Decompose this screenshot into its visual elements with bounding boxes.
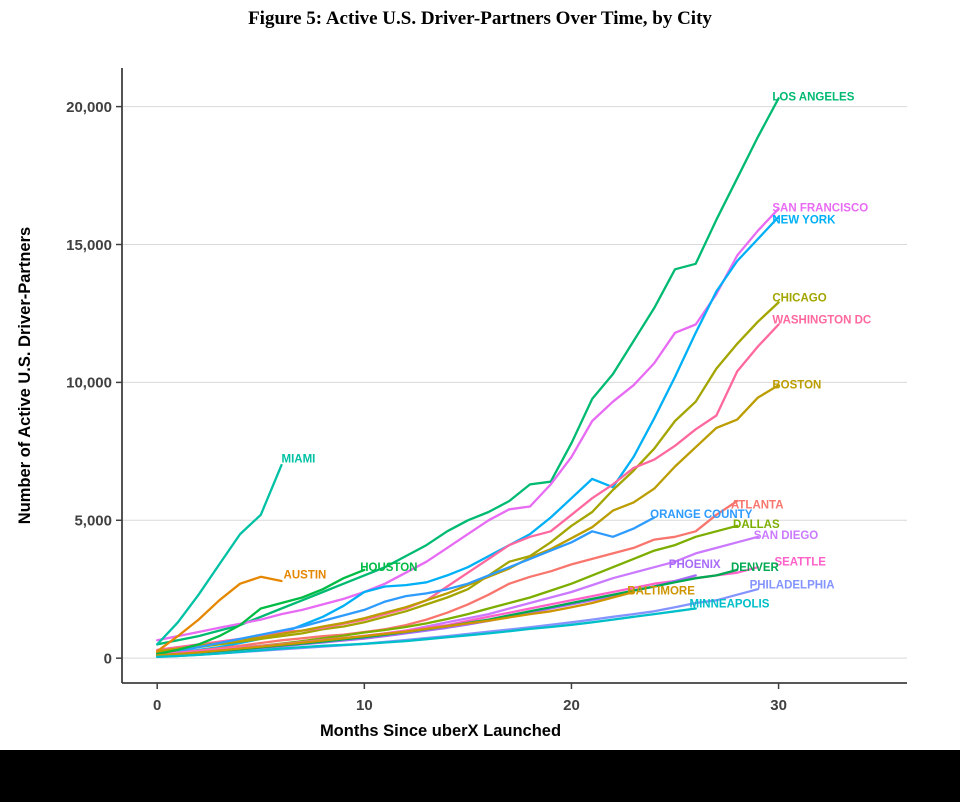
series-label-chicago: CHICAGO <box>772 292 826 304</box>
y-tick-label: 10,000 <box>66 375 112 392</box>
series-line-houston <box>156 568 366 656</box>
series-label-houston: HOUSTON <box>360 562 417 574</box>
series-label-austin: AUSTIN <box>284 569 327 581</box>
y-axis-title: Number of Active U.S. Driver-Partners <box>16 227 34 524</box>
series-label-los-angeles: LOS ANGELES <box>772 92 854 104</box>
x-tick-label: 30 <box>770 697 787 714</box>
series-label-miami: MIAMI <box>281 453 315 465</box>
series-line-san-francisco <box>156 207 780 642</box>
series-line-chicago <box>156 301 780 654</box>
y-tick-label: 15,000 <box>66 237 112 254</box>
y-tick-label: 0 <box>104 650 112 667</box>
x-axis-title: Months Since uberX Launched <box>320 722 561 740</box>
x-tick-label: 20 <box>563 697 580 714</box>
series-label-dallas: DALLAS <box>733 519 780 531</box>
series-label-phoenix: PHOENIX <box>669 559 721 571</box>
series-label-new-york: NEW YORK <box>772 215 836 227</box>
series-line-washington-dc <box>156 323 780 652</box>
y-tick-label: 5,000 <box>74 513 112 530</box>
series-label-philadelphia: PHILADELPHIA <box>750 579 835 591</box>
series-line-los-angeles <box>156 97 780 646</box>
series-label-baltimore: BALTIMORE <box>627 585 695 597</box>
chart-canvas: 0 5,000 10,000 15,000 20,000 0 10 20 30 LOS ANGEL… <box>16 68 907 740</box>
series-line-miami <box>156 463 283 646</box>
series-line-baltimore <box>156 590 635 657</box>
figure-title: Figure 5: Active U.S. Driver-Partners Ov… <box>248 8 712 29</box>
x-tick-label: 10 <box>356 697 373 714</box>
series-label-seattle: SEATTLE <box>774 556 826 568</box>
x-tick-label: 0 <box>153 697 161 714</box>
series-label-san-diego: SAN DIEGO <box>754 530 819 542</box>
series-label-minneapolis: MINNEAPOLIS <box>690 598 770 610</box>
bottom-black-bar <box>0 750 960 802</box>
series-line-minneapolis <box>156 607 697 658</box>
series-label-san-francisco: SAN FRANCISCO <box>772 203 868 215</box>
series-label-orange-county: ORANGE COUNTY <box>650 509 753 521</box>
series-label-boston: BOSTON <box>772 379 821 391</box>
series-line-atlanta <box>156 499 739 656</box>
series-label-atlanta: ATLANTA <box>731 499 784 511</box>
series-line-orange-county <box>156 516 656 656</box>
series-line-boston <box>156 384 780 653</box>
series-label-washington-dc: WASHINGTON DC <box>772 315 871 327</box>
series-label-denver: DENVER <box>731 562 780 574</box>
y-tick-label: 20,000 <box>66 99 112 116</box>
series-line-austin <box>156 575 283 653</box>
